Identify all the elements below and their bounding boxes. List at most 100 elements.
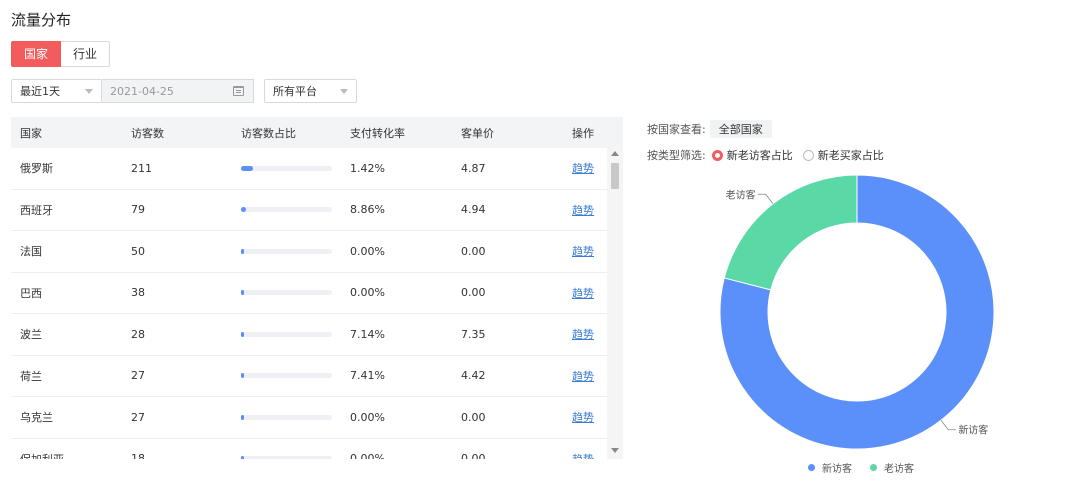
legend-label-new: 新访客 [822,464,852,475]
visitor-donut-chart: 新访客 老访客 [719,174,995,450]
table-row: 波兰 28 7.14% 7.35 趋势 [11,314,623,356]
header-country: 国家 [20,126,42,140]
dimension-tabs: 国家 行业 [11,41,111,67]
country-filter-label: 按国家查看: [647,123,706,136]
calendar-icon [233,86,244,96]
cell-share [241,414,350,420]
trend-link[interactable]: 趋势 [572,453,594,459]
cell-action: 趋势 [572,160,612,176]
trend-link[interactable]: 趋势 [572,328,594,342]
cell-share [241,207,350,213]
cell-action: 趋势 [572,202,612,218]
cell-action: 趋势 [572,326,612,342]
cell-action: 趋势 [572,451,612,459]
range-select[interactable]: 最近1天 [11,79,102,103]
table-header: 国家 访客数 访客数占比 支付转化率 客单价 操作 [11,117,623,148]
share-bar-track [241,207,332,213]
cell-conversion: 0.00% [350,452,385,459]
cell-share [241,290,350,296]
cell-conversion: 7.41% [350,369,385,383]
share-bar-track [241,165,332,171]
header-price: 客单价 [461,126,494,140]
cell-price: 4.94 [461,203,486,217]
legend-item-new[interactable]: 新访客 [808,460,852,475]
donut-slice-old[interactable] [723,174,858,291]
cell-visitors: 27 [131,410,145,424]
share-bar-track [241,248,332,254]
tab-industry[interactable]: 行业 [61,41,111,67]
donut-slice-new[interactable] [719,174,995,450]
cell-visitors: 38 [131,286,145,300]
share-bar-fill [241,248,244,254]
cell-country: 保加利亚 [11,451,131,459]
radio-new-old-visitors[interactable] [711,149,723,161]
radio-new-old-buyers-label[interactable]: 新老买家占比 [817,149,884,162]
cell-country: 波兰 [20,328,42,342]
country-filter-tag[interactable]: 全部国家 [709,120,772,138]
header-visitors: 访客数 [131,126,164,140]
cell-conversion: 7.14% [350,327,385,341]
table-row: 巴西 38 0.00% 0.00 趋势 [11,273,623,314]
table-body: 俄罗斯 211 1.42% 4.87 趋势 西班牙 79 8.86% 4.94 趋势 法国 50 0.0… [11,148,623,459]
slice-label: 老访客 [726,188,756,201]
table-scrollbar[interactable] [607,146,623,459]
share-bar-track [241,290,332,296]
cell-country: 法国 [20,245,42,259]
trend-link[interactable]: 趋势 [572,203,594,217]
cell-price: 0.00 [461,452,486,459]
type-filter-label: 按类型筛选: [647,149,706,162]
cell-country: 乌克兰 [20,411,53,425]
table-row: 西班牙 79 8.86% 4.94 趋势 [11,190,623,231]
legend-label-old: 老访客 [884,464,914,475]
cell-country: 荷兰 [20,369,42,383]
cell-action: 趋势 [572,285,612,301]
trend-link[interactable]: 趋势 [572,411,594,425]
cell-country: 俄罗斯 [20,162,53,176]
chart-legend: 新访客 老访客 [808,460,932,475]
share-bar-fill [241,414,244,420]
tab-country[interactable]: 国家 [11,41,62,67]
cell-country: 巴西 [20,286,42,300]
platform-select[interactable]: 所有平台 [264,79,357,103]
scroll-up-icon[interactable] [611,151,619,156]
cell-visitors: 27 [131,369,145,383]
legend-item-old[interactable]: 老访客 [870,460,914,475]
header-action: 操作 [572,126,594,140]
table-row: 乌克兰 27 0.00% 0.00 趋势 [11,397,623,439]
share-bar-track [241,373,332,379]
trend-link[interactable]: 趋势 [572,369,594,383]
radio-new-old-visitors-label[interactable]: 新老访客占比 [726,149,793,162]
share-bar-track [241,414,332,420]
cell-action: 趋势 [572,243,612,259]
radio-new-old-buyers[interactable] [802,149,814,161]
trend-link[interactable]: 趋势 [572,245,594,259]
trend-link[interactable]: 趋势 [572,286,594,300]
cell-price: 7.35 [461,327,486,341]
slice-label-line [940,420,957,431]
table-row: 荷兰 27 7.41% 4.42 趋势 [11,356,623,397]
range-select-value: 最近1天 [20,85,60,98]
scroll-down-icon[interactable] [611,448,619,453]
chevron-down-icon [85,89,93,94]
slice-label: 新访客 [958,424,988,437]
slice-label-line [757,193,774,204]
cell-price: 0.00 [461,244,486,258]
cell-visitors: 211 [131,161,152,175]
trend-link[interactable]: 趋势 [572,162,594,176]
chevron-down-icon [340,89,348,94]
cell-conversion: 0.00% [350,410,385,424]
date-picker[interactable]: 2021-04-25 [102,79,254,103]
table-row: 法国 50 0.00% 0.00 趋势 [11,231,623,273]
share-bar-fill [241,165,253,171]
page-title: 流量分布 [11,11,72,29]
cell-price: 0.00 [461,410,486,424]
cell-conversion: 8.86% [350,203,385,217]
cell-share [241,456,350,459]
scroll-thumb[interactable] [611,163,619,189]
cell-share [241,373,350,379]
share-bar-track [241,331,332,337]
platform-select-value: 所有平台 [273,85,317,98]
header-conversion: 支付转化率 [350,126,405,140]
share-bar-fill [241,373,244,379]
header-share: 访客数占比 [241,126,296,140]
